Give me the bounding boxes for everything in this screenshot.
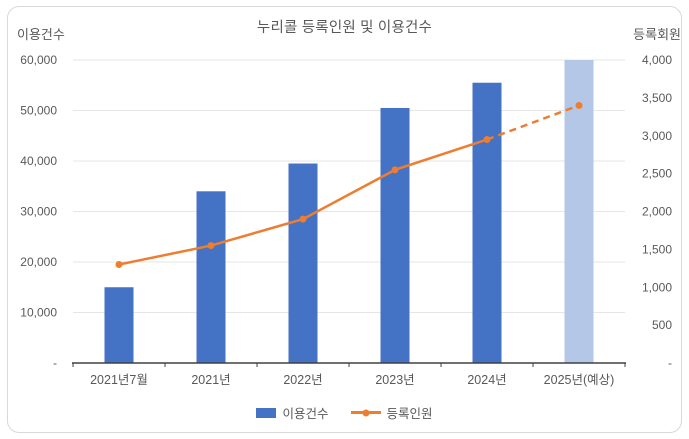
x-axis-label: 2021년 <box>191 373 230 387</box>
left-axis-tick-label: 50,000 <box>20 104 57 118</box>
right-axis-tick-label: - <box>668 356 672 370</box>
legend-label-usage: 이용건수 <box>282 407 329 421</box>
x-axis-label: 2021년7월 <box>90 373 148 387</box>
left-axis-tick-label: 40,000 <box>20 154 57 168</box>
line-point-1 <box>207 242 215 250</box>
line-point-4 <box>483 136 491 144</box>
bar-2024년 <box>472 82 502 363</box>
line-point-2 <box>299 215 307 223</box>
bar-series-swatch <box>256 407 277 418</box>
legend-label-members: 등록인원 <box>386 407 433 421</box>
x-axis-label: 2022년 <box>283 373 322 387</box>
bar-2021년7월 <box>104 287 134 363</box>
right-axis-tick-label: 4,000 <box>642 53 672 67</box>
bar-2023년 <box>380 107 410 363</box>
right-axis-tick-label: 500 <box>652 318 672 332</box>
line-point-5 <box>575 101 583 109</box>
legend-item-members[interactable]: 등록인원 <box>350 403 433 422</box>
right-axis-tick-label: 1,000 <box>642 280 672 294</box>
right-axis-tick-label: 2,500 <box>642 167 672 181</box>
left-axis-title: 이용건수 <box>17 27 65 42</box>
bar-2021년 <box>196 191 226 363</box>
right-axis-tick-label: 1,500 <box>642 242 672 256</box>
left-axis-tick-label: 20,000 <box>20 255 57 269</box>
left-axis-tick-label: 60,000 <box>20 53 57 67</box>
legend-item-usage[interactable]: 이용건수 <box>256 403 329 422</box>
chart-title: 누리콜 등록인원 및 이용건수 <box>256 20 433 36</box>
x-axis-label: 2023년 <box>375 373 414 387</box>
left-axis-tick-label: - <box>53 356 57 370</box>
line-point-0 <box>115 261 123 269</box>
right-axis-tick-label: 2,000 <box>642 205 672 219</box>
legend: 이용건수 등록인원 <box>0 403 689 422</box>
bar-2025년(예상) <box>564 60 594 363</box>
x-axis-label: 2025년(예상) <box>544 373 615 387</box>
right-axis-tick-label: 3,000 <box>642 129 672 143</box>
line-point-3 <box>391 166 399 174</box>
right-axis-tick-label: 3,500 <box>642 91 672 105</box>
line-marker-dot-icon <box>362 409 369 416</box>
bar-2022년 <box>288 163 318 363</box>
x-axis-label: 2024년 <box>467 373 506 387</box>
right-axis-title: 등록회원 <box>633 27 681 42</box>
line-series-swatch <box>350 409 381 416</box>
line-series-dashed <box>486 104 580 141</box>
left-axis-tick-label: 30,000 <box>20 205 57 219</box>
left-axis-tick-label: 10,000 <box>20 306 57 320</box>
